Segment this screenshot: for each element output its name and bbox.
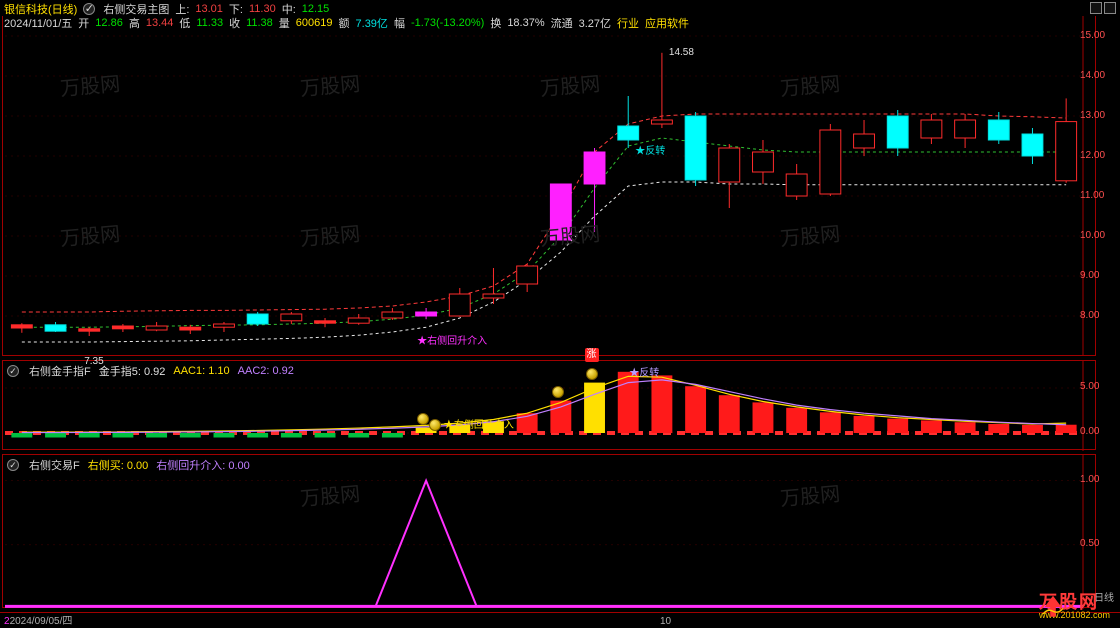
topright-buttons[interactable]: [1090, 2, 1116, 14]
watermark: 万股网 www.201082.com: [1039, 593, 1110, 620]
chart-header: 银信科技(日线) ✓ 右侧交易主图 上:13.01 下:11.30 中:12.1…: [4, 2, 329, 16]
date-label: 2024/11/01/五: [4, 15, 72, 31]
mid-val: 12.15: [302, 3, 330, 15]
bottom-mid: 10: [660, 616, 671, 627]
watermark-logo-icon: [1039, 593, 1067, 621]
bottom-bar: [0, 612, 1120, 628]
bottom-date: 22024/09/05/四: [4, 612, 72, 627]
chart-subheader: 2024/11/01/五 开12.86 高13.44 低11.33 收11.38…: [4, 16, 689, 30]
lower-val: 11.30: [249, 3, 276, 15]
indicator-panel-2: ✓右侧交易F 右侧买: 0.00 右侧回升介入: 0.00: [2, 454, 1096, 608]
indicator-toggle[interactable]: ✓: [83, 3, 95, 15]
indicator-panel-1: ✓右侧金手指F 金手指5: 0.92 AAC1: 1.10 AAC2: 0.92: [2, 360, 1096, 450]
upper-val: 13.01: [195, 3, 223, 15]
main-chart-panel: [2, 16, 1096, 356]
